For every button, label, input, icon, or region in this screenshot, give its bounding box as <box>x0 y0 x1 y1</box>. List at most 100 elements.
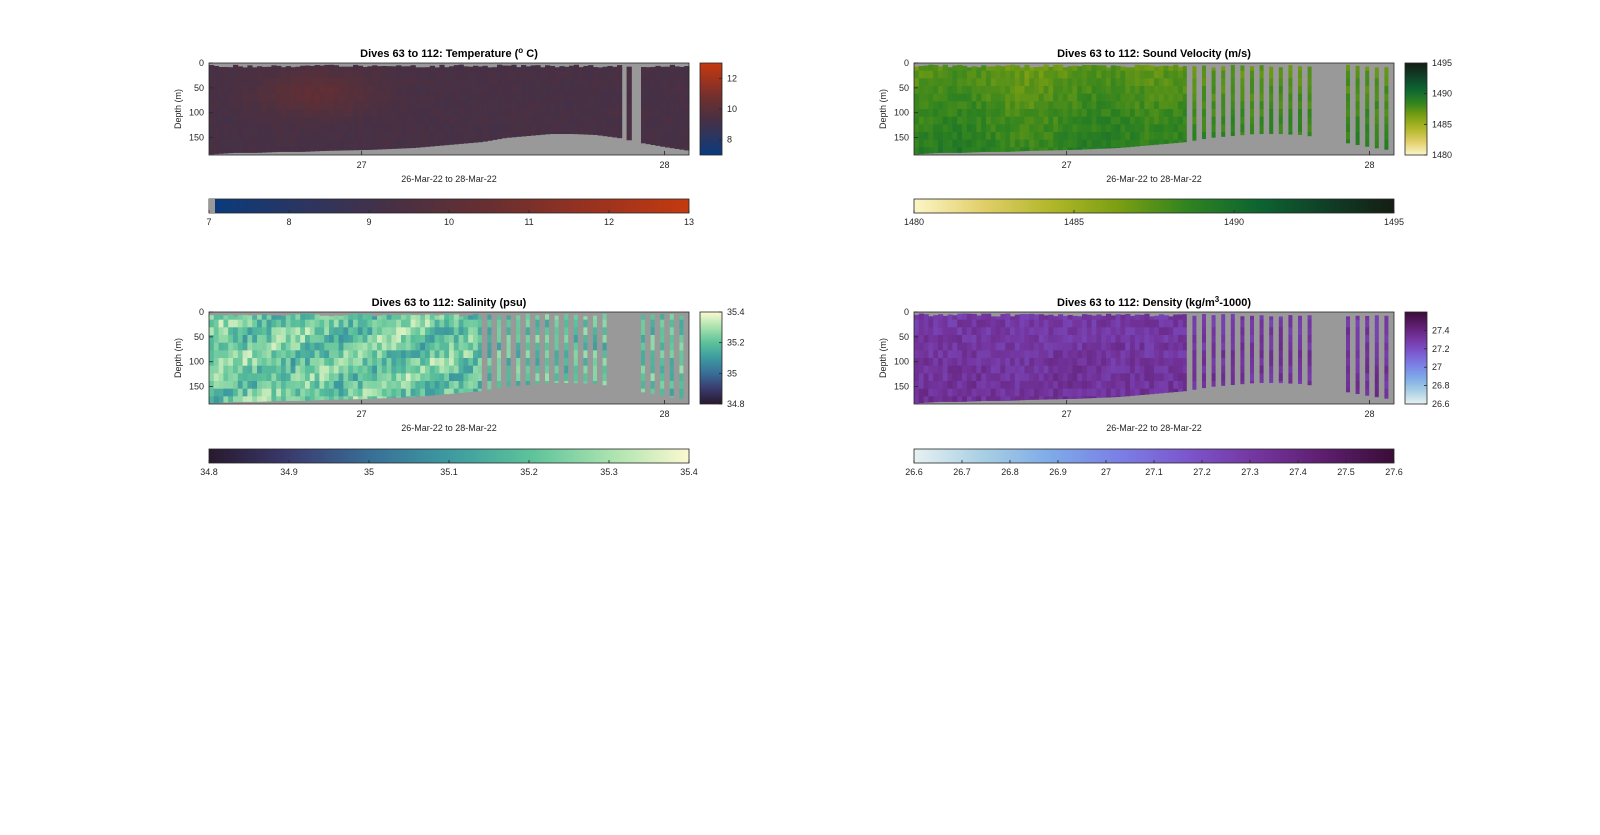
density-cell <box>1091 381 1097 390</box>
temperature-cell <box>429 109 435 118</box>
salinity-cell <box>362 350 368 359</box>
temperature-cell <box>295 109 301 118</box>
sound_velocity-cell <box>976 101 982 110</box>
salinity-cell <box>669 327 674 336</box>
sound_velocity-cell <box>1072 139 1078 148</box>
density-cell <box>1158 373 1164 382</box>
sound_velocity-xlabel: 26-Mar-22 to 28-Mar-22 <box>1106 174 1202 184</box>
density-cell <box>1106 350 1112 359</box>
salinity-cell <box>386 358 392 367</box>
sound_velocity-cell <box>1101 139 1107 148</box>
density-cell <box>1259 327 1264 336</box>
temperature-bottom-colorbar-tick-label: 11 <box>524 217 533 227</box>
temperature-cell <box>545 93 551 102</box>
density-cell <box>947 358 953 367</box>
density-cell <box>918 319 924 328</box>
density-cell <box>933 381 939 390</box>
density-cell <box>1029 319 1035 328</box>
density-cell <box>1120 335 1126 344</box>
temperature-cell <box>357 124 363 133</box>
sound_velocity-cell <box>1202 78 1206 87</box>
salinity-cell <box>314 365 320 374</box>
salinity-cell <box>593 342 597 351</box>
sound_velocity-cell <box>938 124 944 133</box>
temperature-cell <box>247 139 253 148</box>
density-cell <box>1091 350 1097 359</box>
temperature-cell <box>415 101 421 110</box>
sound_velocity-cell <box>1259 116 1264 125</box>
temperature-cell <box>477 116 483 125</box>
temperature-cell <box>420 78 426 87</box>
salinity-cell <box>554 358 559 367</box>
salinity-cell <box>477 358 482 367</box>
sound_velocity-cell <box>995 109 1001 118</box>
temperature-cell <box>645 70 651 79</box>
temperature-cell <box>487 139 493 141</box>
temperature-cell <box>525 86 531 95</box>
salinity-cell <box>396 365 402 374</box>
temperature-cell <box>655 78 661 87</box>
temperature-cell <box>228 70 234 79</box>
salinity-cell <box>285 358 291 367</box>
salinity-cell <box>276 327 282 336</box>
density-cell <box>1005 350 1011 359</box>
salinity-cell <box>213 373 219 382</box>
temperature-cell <box>353 116 359 125</box>
density-cell <box>942 327 948 336</box>
density-cell <box>1259 373 1264 382</box>
salinity-cell <box>444 350 450 359</box>
temperature-cell <box>329 86 335 95</box>
temperature-cell <box>314 65 320 72</box>
salinity-cell <box>338 381 344 390</box>
density-cell <box>947 396 953 402</box>
density-cell <box>1010 388 1016 397</box>
salinity-cell <box>487 314 492 321</box>
sound_velocity-cell <box>942 101 948 110</box>
density-cell <box>966 373 972 382</box>
temperature-cell <box>564 101 570 110</box>
density-cell <box>1125 342 1131 351</box>
salinity-cell <box>650 381 655 390</box>
density-cell <box>938 388 944 397</box>
sound_velocity-cell <box>1384 86 1389 95</box>
salinity-cell <box>473 381 479 390</box>
sound_velocity-cell <box>1269 124 1274 133</box>
salinity-cell <box>305 396 311 401</box>
temperature-cell <box>641 70 647 79</box>
salinity-cell <box>434 319 440 328</box>
sound_velocity-cell <box>1355 101 1360 110</box>
temperature-cell <box>391 86 397 95</box>
density-cell <box>981 365 987 374</box>
salinity-cell <box>257 396 263 402</box>
density-cell <box>1211 315 1216 321</box>
sound_velocity-ylabel: Depth (m) <box>878 89 888 129</box>
density-cell <box>923 358 929 367</box>
salinity-cell <box>506 350 511 359</box>
temperature-cell <box>233 101 239 110</box>
sound_velocity-cell <box>1067 70 1073 79</box>
temperature-cell <box>257 147 263 153</box>
temperature-cell <box>506 65 512 72</box>
density-cell <box>1163 381 1169 390</box>
sound_velocity-cell <box>1221 70 1226 79</box>
temperature-cell <box>588 70 594 79</box>
density-cell <box>1053 373 1059 382</box>
density-cell <box>1086 350 1092 359</box>
sound_velocity-cell <box>938 139 944 148</box>
sound_velocity-cell <box>1096 93 1102 102</box>
salinity-cell <box>242 350 248 359</box>
density-cell <box>1240 342 1245 351</box>
temperature-ytick-label: 150 <box>189 133 204 143</box>
sound_velocity-cell <box>1307 116 1312 125</box>
density-cell <box>1034 381 1040 390</box>
temperature-cell <box>247 147 253 153</box>
temperature-cell <box>367 116 373 125</box>
temperature-cell <box>487 132 493 141</box>
salinity-cell <box>377 381 383 390</box>
salinity-cell <box>338 358 344 367</box>
salinity-cell <box>367 350 373 359</box>
sound_velocity-cell <box>1077 86 1083 95</box>
density-cell <box>933 327 939 336</box>
sound_velocity-cell <box>1230 64 1235 72</box>
salinity-cell <box>660 342 665 351</box>
